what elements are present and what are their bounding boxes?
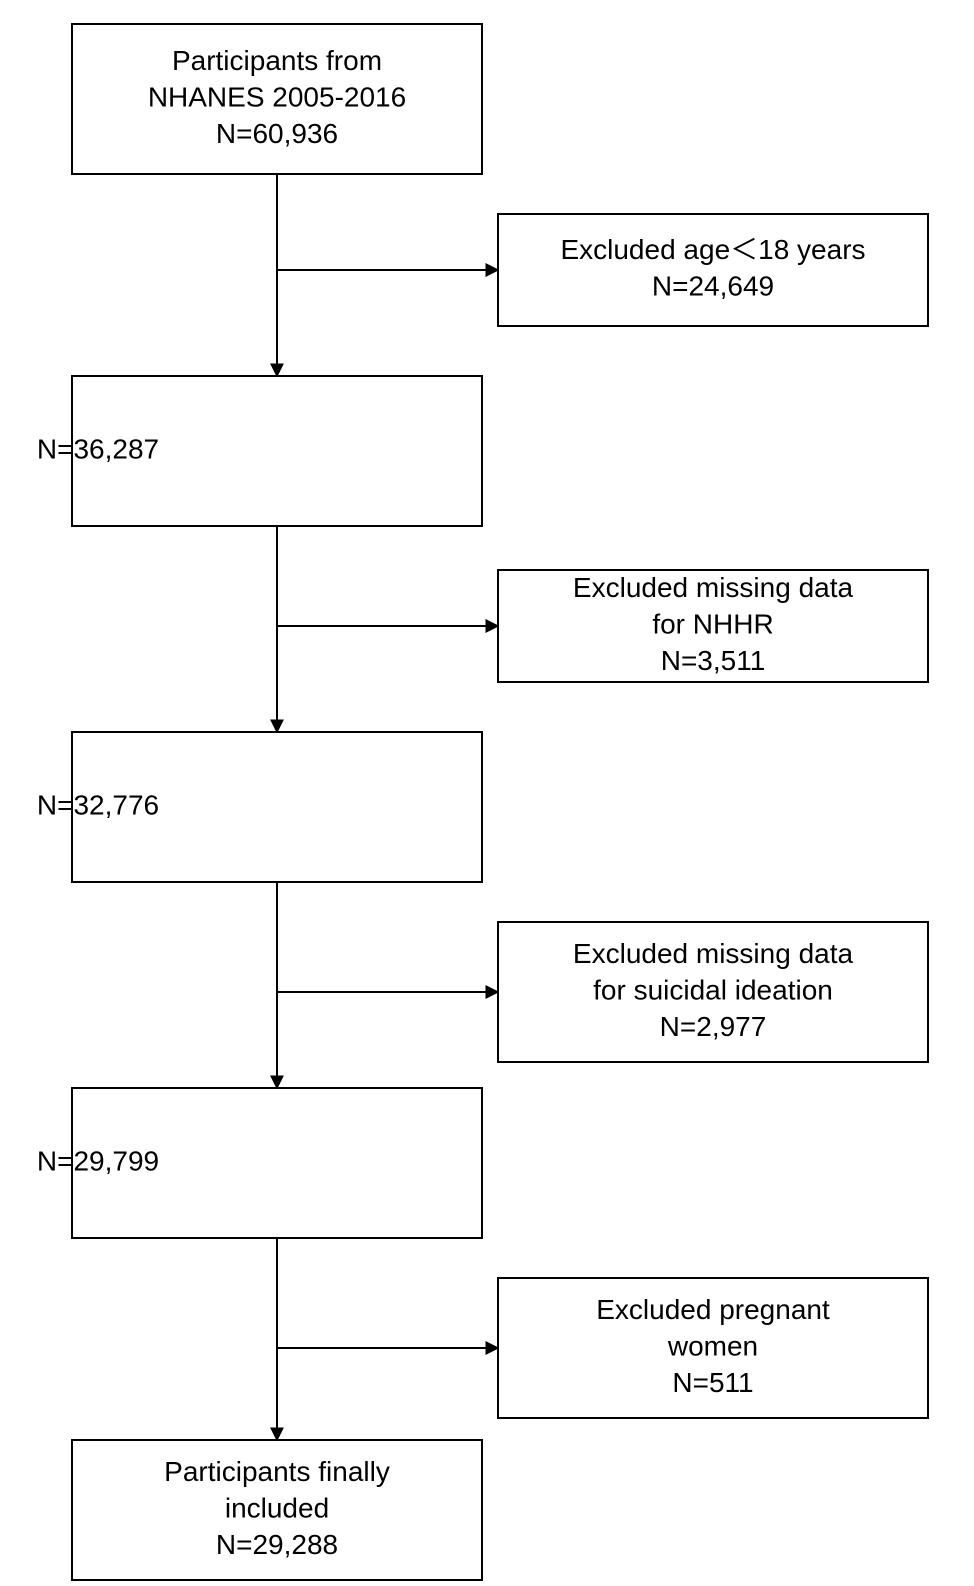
node-text: Excluded pregnant	[596, 1294, 830, 1325]
node-text: included	[225, 1492, 329, 1523]
flow-node-n2: N=32,776	[37, 732, 482, 882]
node-text: for suicidal ideation	[593, 974, 833, 1005]
flow-node-n4: Participants finally included N=29,288	[72, 1440, 482, 1580]
node-text: Participants from	[172, 45, 382, 76]
flow-node-e0: Excluded age＜18 years N=24,649	[498, 214, 928, 326]
node-text: NHANES 2005-2016	[148, 81, 406, 112]
node-text: Excluded missing data	[573, 572, 854, 603]
flow-node-e2: Excluded missing data for suicidal ideati…	[498, 922, 928, 1062]
node-text: Excluded missing data	[573, 938, 854, 969]
flow-node-e3: Excluded pregnant women N=511	[498, 1278, 928, 1418]
node-text: N=511	[672, 1367, 753, 1398]
node-text: for NHHR	[652, 608, 773, 639]
flow-node-e1: Excluded missing data for NHHR N=3,511	[498, 570, 928, 682]
node-text: N=3,511	[661, 645, 766, 676]
node-text: N=24,649	[652, 271, 774, 302]
node-text: N=32,776	[37, 789, 159, 820]
node-text: N=29,799	[37, 1145, 159, 1176]
node-text: N=29,288	[216, 1529, 338, 1560]
node-text: Excluded age＜18 years	[560, 234, 865, 265]
flow-node-n1: N=36,287	[37, 376, 482, 526]
flow-node-n0: Participants from NHANES 2005-2016 N=60,93…	[72, 24, 482, 174]
node-text: N=2,977	[660, 1011, 767, 1042]
flow-node-n3: N=29,799	[37, 1088, 482, 1238]
node-text: N=60,936	[216, 118, 338, 149]
node-text: Participants finally	[164, 1456, 390, 1487]
node-text: women	[667, 1330, 758, 1361]
node-text: N=36,287	[37, 433, 159, 464]
